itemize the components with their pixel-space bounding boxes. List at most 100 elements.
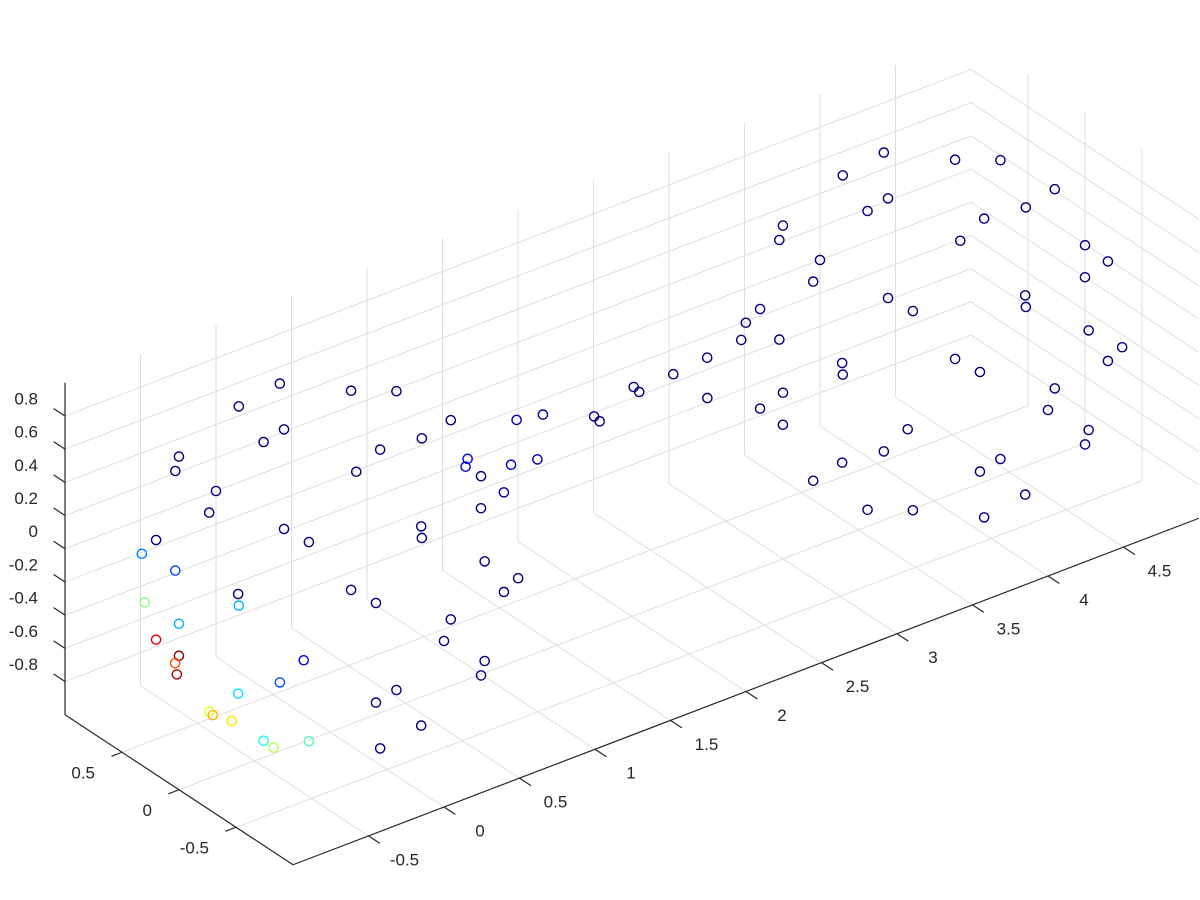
point	[139, 597, 150, 608]
point	[1083, 424, 1094, 436]
point	[1020, 202, 1032, 213]
x-tick	[670, 719, 683, 729]
z-tick-label: -0.8	[9, 655, 38, 674]
grid-line	[970, 69, 1200, 220]
point	[836, 457, 848, 468]
point	[445, 614, 457, 625]
grid-line	[64, 135, 972, 483]
grid-line	[970, 268, 1200, 420]
x-tick-label: 0	[475, 821, 484, 840]
grid-line	[64, 301, 972, 649]
point	[258, 436, 269, 448]
y-tick	[225, 826, 237, 832]
point	[537, 409, 549, 420]
point	[862, 205, 873, 217]
point	[633, 386, 645, 398]
point	[170, 465, 181, 477]
point	[460, 461, 471, 473]
point	[258, 735, 269, 747]
point	[1102, 355, 1114, 367]
point	[774, 334, 785, 345]
point	[232, 588, 244, 600]
point	[374, 743, 386, 754]
point	[498, 586, 510, 598]
point	[479, 556, 490, 567]
point	[210, 485, 222, 497]
point	[836, 357, 848, 369]
z-tick	[53, 540, 66, 550]
grid-line	[970, 102, 1200, 254]
point	[1079, 239, 1091, 251]
point	[438, 635, 450, 647]
z-tick-label: 0.8	[14, 389, 38, 408]
x-tick	[368, 835, 381, 844]
point	[278, 424, 290, 435]
z-tick	[53, 474, 66, 483]
grid-line	[64, 168, 972, 517]
point	[978, 512, 990, 523]
point	[511, 414, 522, 426]
x-tick	[1047, 575, 1060, 585]
z-tick	[53, 573, 66, 583]
point	[274, 378, 286, 389]
grid-line	[64, 234, 972, 583]
point	[1079, 439, 1091, 450]
point	[207, 709, 219, 721]
z-tick	[53, 407, 66, 417]
point	[837, 369, 849, 380]
x-tick	[896, 633, 909, 642]
point	[173, 451, 185, 462]
point	[1116, 341, 1128, 353]
point	[505, 459, 517, 471]
point	[532, 454, 543, 465]
z-tick	[53, 607, 66, 616]
axes-layer: -0.5 0 0.5 1 1.5 2 2.5 3 3.5 4 4.5 -0.5 0 0.5 -0.8 -0.6…	[9, 382, 1200, 869]
point	[350, 466, 362, 478]
grid-line	[970, 334, 1200, 486]
point	[374, 444, 386, 455]
x-tick	[443, 806, 456, 816]
point	[475, 502, 487, 514]
point	[777, 387, 789, 399]
point	[701, 352, 713, 364]
z-tick	[53, 507, 66, 517]
grid-line	[121, 405, 1029, 753]
point	[274, 677, 286, 688]
point	[882, 292, 894, 304]
point	[1083, 325, 1094, 336]
point	[226, 715, 237, 727]
point	[415, 720, 427, 731]
point	[391, 385, 402, 397]
z-tick	[53, 673, 66, 683]
grid-line	[970, 235, 1200, 386]
y-tick-label: 0	[143, 801, 152, 820]
grid-line	[178, 442, 1086, 791]
point	[303, 735, 315, 747]
point	[232, 688, 244, 699]
z-tick-label: 0.4	[14, 456, 38, 475]
point	[170, 565, 181, 576]
point	[754, 303, 766, 315]
x-tick	[745, 690, 758, 700]
x-tick-label: 2.5	[846, 677, 870, 696]
x-tick-label: 4	[1079, 590, 1088, 609]
point	[974, 466, 986, 477]
x-tick-label: 4.5	[1148, 562, 1172, 581]
point	[907, 504, 919, 516]
point	[370, 597, 382, 609]
point	[475, 470, 487, 482]
x-tick-label: 2	[777, 706, 786, 725]
point	[171, 669, 183, 680]
point	[498, 487, 510, 498]
grid-layer	[64, 65, 1200, 837]
point	[1042, 404, 1054, 416]
point	[978, 213, 990, 224]
point	[949, 154, 961, 166]
point	[416, 433, 428, 444]
point	[594, 416, 605, 427]
point	[862, 504, 873, 516]
grid-line	[64, 334, 972, 683]
point	[878, 446, 890, 457]
